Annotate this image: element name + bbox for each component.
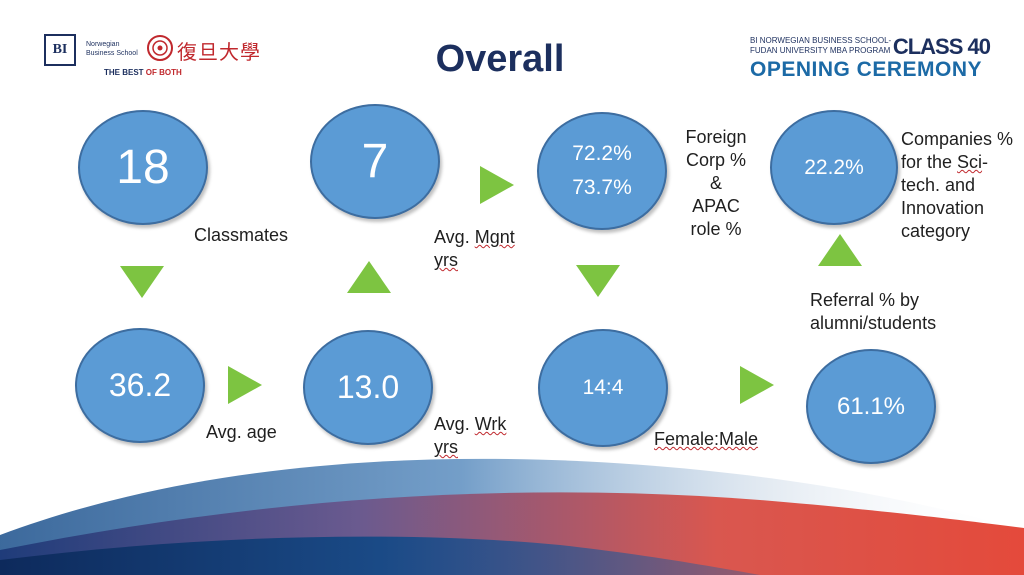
arrow-right-icon — [740, 366, 774, 404]
arrow-up-icon — [818, 234, 862, 266]
program-name: BI NORWEGIAN BUSINESS SCHOOL- FUDAN UNIV… — [750, 36, 892, 55]
fudan-seal-icon — [147, 35, 173, 61]
mgnt-years-value: 7 — [361, 135, 389, 188]
apac-role-value: 73.7% — [572, 176, 632, 199]
bi-logo: BI — [44, 34, 76, 66]
arrow-right-icon — [480, 166, 514, 204]
fudan-name: 復旦大學 — [177, 40, 261, 64]
gender-ratio-label: Female:Male — [654, 429, 759, 449]
scitech-circle: 22.2% — [770, 110, 898, 225]
foreign-corp-circle: 72.2% 73.7% — [537, 112, 667, 230]
referral-circle: 61.1% — [806, 349, 936, 464]
page-title: Overall — [435, 38, 565, 80]
referral-label: Referral % by alumni/students — [810, 290, 937, 333]
scitech-value: 22.2% — [804, 155, 864, 179]
work-years-circle: 13.0 — [303, 330, 433, 445]
arrow-up-icon — [347, 261, 391, 293]
work-years-label: Avg. Wrk yrs — [434, 414, 507, 457]
classmates-circle: 18 — [78, 110, 208, 225]
class-number: CLASS 40 — [892, 34, 991, 59]
mgnt-years-circle: 7 — [310, 104, 440, 219]
foreign-corp-value: 72.2% — [572, 142, 632, 165]
referral-value: 61.1% — [836, 392, 906, 420]
work-years-value: 13.0 — [336, 369, 400, 405]
school-logos: BI Norwegian Business School 復旦大學 THE BE… — [44, 30, 264, 80]
bi-name: Norwegian Business School — [86, 41, 138, 57]
decorative-waves — [0, 458, 1024, 575]
gender-ratio-value: 14:4 — [582, 376, 624, 399]
gender-ratio-circle: 14:4 — [538, 329, 668, 447]
tagline: THE BEST OF BOTH — [104, 68, 182, 77]
ceremony-title: OPENING CEREMONY — [750, 58, 983, 81]
age-value: 36.2 — [108, 367, 172, 403]
classmates-value: 18 — [116, 141, 170, 194]
arrow-down-icon — [576, 265, 620, 297]
arrow-down-icon — [120, 266, 164, 298]
foreign-corp-label: Foreign Corp % & APAC role % — [685, 127, 747, 239]
arrow-right-icon — [228, 366, 262, 404]
mgnt-years-label: Avg. Mgnt yrs — [434, 227, 515, 270]
ceremony-logo: BI NORWEGIAN BUSINESS SCHOOL- FUDAN UNIV… — [750, 34, 991, 84]
age-label: Avg. age — [206, 422, 277, 442]
scitech-label: Companies % for the Sci- tech. and Innov… — [901, 129, 1014, 241]
classmates-label: Classmates — [194, 225, 289, 245]
age-circle: 36.2 — [75, 328, 205, 443]
